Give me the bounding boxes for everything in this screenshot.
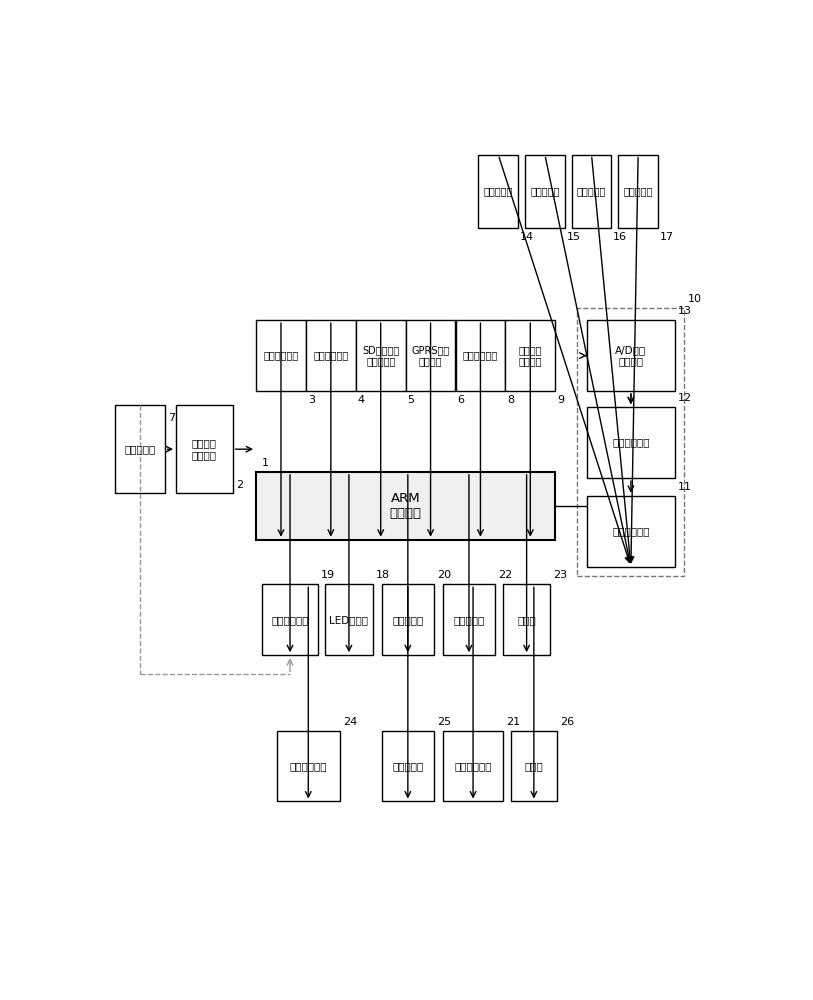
Text: 车速传感器: 车速传感器: [624, 186, 653, 196]
Text: 第二流量阀: 第二流量阀: [454, 615, 485, 625]
Text: 12: 12: [678, 393, 692, 403]
Bar: [256, 472, 555, 540]
Bar: [511, 731, 557, 801]
Text: 复位电路模块: 复位电路模块: [313, 351, 349, 361]
Bar: [325, 584, 372, 655]
Text: 21: 21: [506, 717, 520, 727]
Text: 车载蓄电池: 车载蓄电池: [124, 444, 155, 454]
Text: 16: 16: [613, 232, 628, 242]
Bar: [506, 320, 555, 391]
Text: 3: 3: [308, 395, 315, 405]
Bar: [115, 405, 165, 493]
Text: 14: 14: [520, 232, 534, 242]
Text: 24: 24: [343, 717, 357, 727]
Text: 11: 11: [678, 482, 692, 492]
Bar: [455, 320, 506, 391]
Text: 5: 5: [407, 395, 415, 405]
Text: LED显示屏: LED显示屏: [329, 615, 368, 625]
Text: 22: 22: [498, 570, 512, 580]
Text: 19: 19: [321, 570, 335, 580]
Text: 1: 1: [263, 458, 269, 468]
Text: 7: 7: [167, 413, 175, 423]
Text: 第一流量阀: 第一流量阀: [392, 615, 424, 625]
Bar: [587, 496, 675, 567]
Text: 油量传感器: 油量传感器: [530, 186, 559, 196]
Text: 18: 18: [376, 570, 389, 580]
Text: 充电控制电路: 充电控制电路: [272, 615, 309, 625]
Bar: [587, 407, 675, 478]
Text: 太阳能电池板: 太阳能电池板: [289, 761, 327, 771]
Bar: [577, 308, 685, 576]
Text: 油压传感器: 油压传感器: [576, 186, 606, 196]
Bar: [176, 405, 233, 493]
Bar: [306, 320, 356, 391]
Bar: [587, 320, 675, 391]
Bar: [256, 320, 306, 391]
Bar: [356, 320, 406, 391]
Text: 17: 17: [660, 232, 674, 242]
Text: ARM
微控制器: ARM 微控制器: [389, 492, 422, 520]
Bar: [443, 584, 495, 655]
Text: 13: 13: [678, 306, 692, 316]
Text: 滤波电路模块: 滤波电路模块: [612, 438, 650, 448]
Bar: [276, 731, 340, 801]
Text: 25: 25: [437, 717, 451, 727]
Text: 4: 4: [358, 395, 365, 405]
Text: A/D转换
电路模块: A/D转换 电路模块: [615, 345, 646, 366]
Text: SD卡数据存
储电路模块: SD卡数据存 储电路模块: [362, 345, 399, 366]
Text: 液压泵: 液压泵: [524, 761, 543, 771]
Text: 放大电路模块: 放大电路模块: [612, 526, 650, 536]
Text: 时钟电路模块: 时钟电路模块: [463, 351, 498, 361]
Bar: [618, 155, 658, 228]
Text: 晶振电路模块: 晶振电路模块: [263, 351, 298, 361]
Text: 15: 15: [567, 232, 580, 242]
Text: 9: 9: [557, 395, 564, 405]
Text: 26: 26: [559, 717, 574, 727]
Text: GPRS无线
通信模块: GPRS无线 通信模块: [411, 345, 450, 366]
Bar: [406, 320, 455, 391]
Text: 20: 20: [437, 570, 451, 580]
Bar: [503, 584, 550, 655]
Bar: [382, 731, 433, 801]
Bar: [572, 155, 611, 228]
Bar: [525, 155, 565, 228]
Text: 10: 10: [688, 294, 702, 304]
Text: 继电器: 继电器: [517, 615, 536, 625]
Text: 电压转换
电路模块: 电压转换 电路模块: [192, 438, 217, 460]
Text: 按键操作
电路模块: 按键操作 电路模块: [519, 345, 542, 366]
Bar: [478, 155, 518, 228]
Text: 换挡动作缸: 换挡动作缸: [392, 761, 424, 771]
Text: 23: 23: [554, 570, 567, 580]
Bar: [443, 731, 503, 801]
Text: 温度传感器: 温度传感器: [484, 186, 513, 196]
Text: 2: 2: [236, 480, 243, 490]
Bar: [382, 584, 433, 655]
Text: 6: 6: [458, 395, 464, 405]
Bar: [263, 584, 318, 655]
Text: 离合器动作缸: 离合器动作缸: [454, 761, 492, 771]
Text: 8: 8: [507, 395, 515, 405]
